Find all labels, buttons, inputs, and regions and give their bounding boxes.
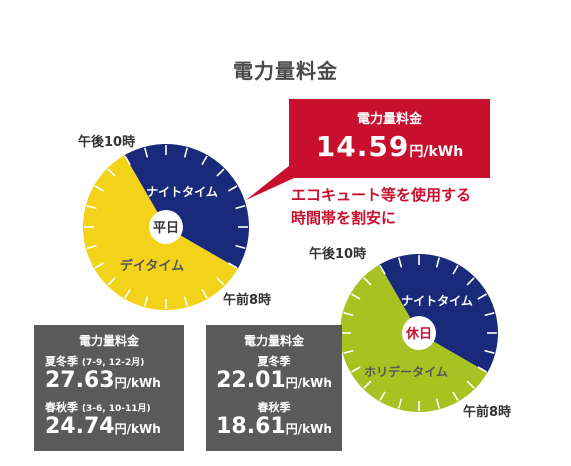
holiday-center-label: 休日 xyxy=(405,326,432,342)
wd-hour-tick xyxy=(86,205,97,210)
hd-hour-tick xyxy=(343,312,354,317)
wd-hour-tick xyxy=(183,296,188,307)
holiday-price2: 18.61 xyxy=(216,414,286,439)
hd-hour-tick xyxy=(452,391,459,401)
weekday-rate-title: 電力量料金 xyxy=(78,334,139,348)
weekday-day-label: デイタイム xyxy=(120,258,184,274)
holiday-rate-box: 電力量料金 夏冬季 22.01円/kWh 春秋季 18.61円/kWh xyxy=(206,325,342,451)
wd-hour-tick xyxy=(227,262,238,269)
weekday-price1-line: 27.63円/kWh xyxy=(45,369,184,395)
night-rate-unit: 円/kWh xyxy=(409,144,464,160)
wd-hour-tick xyxy=(201,288,208,299)
hd-hour-tick xyxy=(398,257,403,268)
hd-hour-tick xyxy=(379,391,386,401)
catch-copy: エコキュート等を使用する 時間帯を割安に xyxy=(291,184,471,230)
wd-hour-tick xyxy=(144,296,149,307)
wd-hour-tick xyxy=(124,288,131,299)
wd-hour-tick xyxy=(86,244,97,249)
hd-hour-tick xyxy=(435,257,440,268)
weekday-clock: 平日 ナイトタイム デイタイム xyxy=(82,144,249,311)
holiday-center-disc xyxy=(402,316,436,350)
night-rate-price-line: 14.59円/kWh xyxy=(289,130,490,163)
wd-hour-tick xyxy=(227,185,238,192)
wd-hour-tick xyxy=(124,155,131,166)
hd-hour-tick xyxy=(484,349,495,354)
hd-hour-tick xyxy=(343,349,354,354)
hd-hour-tick xyxy=(379,265,386,275)
wd-hour-tick xyxy=(107,277,116,286)
catch-line-2: 時間帯を割安に xyxy=(291,209,397,227)
holiday-rate-title: 電力量料金 xyxy=(243,334,304,348)
holiday-clock: 休日 ナイトタイム ホリデータイム xyxy=(340,253,499,412)
hd-hour-tick xyxy=(398,398,403,409)
wd-hour-tick xyxy=(235,205,246,210)
night-rate-title: 電力量料金 xyxy=(356,112,422,127)
night-rate-box: 電力量料金 14.59円/kWh xyxy=(289,99,490,178)
wd-hour-tick xyxy=(94,262,105,269)
hd-hour-tick xyxy=(466,380,475,389)
holiday-start-time: 午後10時 xyxy=(309,247,367,262)
holiday-end-time: 午前8時 xyxy=(463,405,512,420)
catch-line-1: エコキュート等を使用する xyxy=(291,186,472,204)
callout-pointer xyxy=(246,162,294,200)
holiday-night-label: ナイトタイム xyxy=(401,294,473,308)
weekday-start-time: 午後10時 xyxy=(78,135,136,150)
weekday-rate-box: 電力量料金 夏冬季 (7-9, 12-2月) 27.63円/kWh 春秋季 (3… xyxy=(34,325,184,451)
wd-hour-tick xyxy=(235,244,246,249)
hd-hour-tick xyxy=(477,293,487,300)
wd-hour-tick xyxy=(216,277,225,286)
hd-hour-tick xyxy=(484,312,495,317)
holiday-season1: 夏冬季 xyxy=(257,355,291,368)
hd-hour-tick xyxy=(435,398,440,409)
hd-hour-tick xyxy=(351,293,361,300)
weekday-price1-unit: 円/kWh xyxy=(114,376,161,390)
weekday-ticks xyxy=(84,145,248,309)
weekday-end-time: 午前8時 xyxy=(223,293,272,308)
wd-hour-tick xyxy=(144,147,149,158)
hd-hour-tick xyxy=(351,366,361,373)
holiday-ticks xyxy=(341,255,497,411)
night-rate-price: 14.59 xyxy=(315,130,410,163)
wd-hour-tick xyxy=(216,168,225,177)
hd-hour-tick xyxy=(452,265,459,275)
wd-hour-tick xyxy=(201,155,208,166)
wd-hour-tick xyxy=(94,185,105,192)
wd-hour-tick xyxy=(183,147,188,158)
holiday-price1: 22.01 xyxy=(216,368,286,393)
holiday-price2-line: 18.61円/kWh xyxy=(206,415,342,441)
weekday-price2: 24.74 xyxy=(45,414,115,439)
hd-hour-tick xyxy=(477,366,487,373)
weekday-price2-unit: 円/kWh xyxy=(114,422,161,436)
weekday-center-disc xyxy=(149,210,183,244)
holiday-price1-line: 22.01円/kWh xyxy=(206,369,342,395)
weekday-center-label: 平日 xyxy=(153,221,179,236)
holiday-day-label: ホリデータイム xyxy=(364,364,448,379)
weekday-season2: 春秋季 (3-6, 10-11月) xyxy=(45,401,151,414)
weekday-night-label: ナイトタイム xyxy=(146,185,218,199)
holiday-price2-unit: 円/kWh xyxy=(285,422,332,436)
weekday-price1: 27.63 xyxy=(45,368,115,393)
hd-hour-tick xyxy=(466,277,475,286)
holiday-season2: 春秋季 xyxy=(257,401,291,414)
weekday-season1: 夏冬季 (7-9, 12-2月) xyxy=(45,355,145,368)
hd-hour-tick xyxy=(363,277,372,286)
holiday-price1-unit: 円/kWh xyxy=(285,376,332,390)
wd-hour-tick xyxy=(107,168,116,177)
page-title: 電力量料金 xyxy=(233,59,338,83)
hd-hour-tick xyxy=(363,380,372,389)
weekday-price2-line: 24.74円/kWh xyxy=(45,415,184,441)
